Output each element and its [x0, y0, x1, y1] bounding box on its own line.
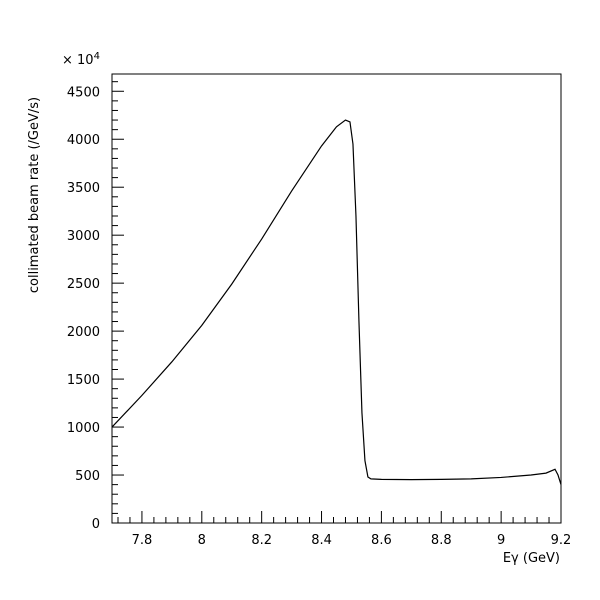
- x-tick-label: 8.6: [371, 533, 392, 548]
- x-tick-label: 9.2: [551, 533, 572, 548]
- y-tick-label: 0: [92, 517, 100, 532]
- y-tick-label: 3500: [67, 181, 100, 196]
- y-tick-label: 4500: [67, 85, 100, 100]
- y-axis-label: collimated beam rate (/GeV/s): [27, 97, 42, 293]
- y-multiplier: × 104: [62, 51, 100, 69]
- y-tick-label: 500: [75, 469, 100, 484]
- y-tick-label: 1500: [67, 373, 100, 388]
- x-tick-label: 8.2: [251, 533, 272, 548]
- series-line: [111, 119, 562, 485]
- x-tick-label: 8.8: [431, 533, 452, 548]
- x-tick-label: 9: [497, 533, 505, 548]
- plot-frame: [111, 73, 562, 524]
- y-tick-label: 4000: [67, 133, 100, 148]
- x-axis-label: Eγ (GeV): [503, 551, 560, 566]
- x-tick-label: 7.8: [132, 533, 153, 548]
- y-tick-label: 3000: [67, 229, 100, 244]
- y-tick-label: 1000: [67, 421, 100, 436]
- y-tick-label: 2000: [67, 325, 100, 340]
- y-tick-label: 2500: [67, 277, 100, 292]
- x-tick-label: 8.4: [311, 533, 332, 548]
- x-tick-label: 8: [198, 533, 206, 548]
